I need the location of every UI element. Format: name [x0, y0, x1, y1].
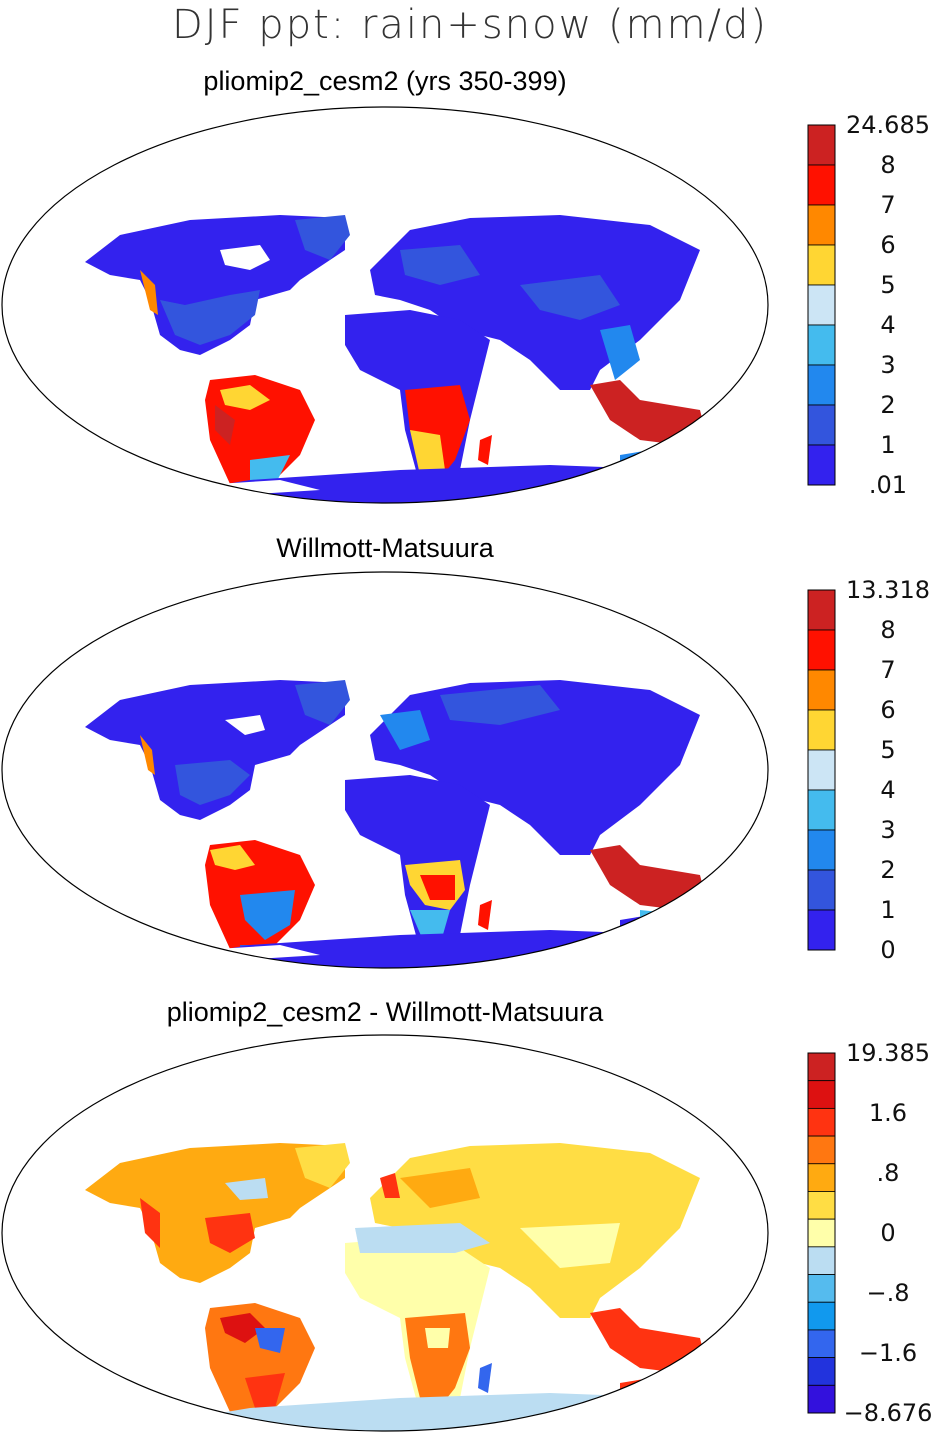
colorbar-swatch — [807, 909, 836, 951]
colorbar-swatch — [807, 749, 836, 791]
colorbar-label: 1 — [880, 896, 896, 924]
colorbar-swatch — [807, 589, 836, 631]
colorbar-swatch — [807, 829, 836, 871]
colorbar-label: 0 — [880, 1219, 896, 1247]
colorbar-label: 3 — [880, 351, 896, 379]
colorbar-label: −1.6 — [858, 1339, 918, 1367]
colorbar-swatch — [807, 1274, 836, 1303]
north-america-region — [85, 215, 345, 355]
colorbar-label: 24.685 — [846, 111, 930, 139]
colorbar-label: 1 — [880, 431, 896, 459]
colorbar-label: 2 — [880, 856, 896, 884]
south-america-region — [205, 375, 315, 503]
colorbar-label: 5 — [880, 736, 896, 764]
colorbar-swatch — [807, 164, 836, 206]
colorbar-label: 13.318 — [846, 576, 930, 604]
colorbar-swatch — [807, 444, 836, 486]
colorbar-swatch — [807, 364, 836, 406]
colorbar-swatch — [807, 1080, 836, 1109]
colorbar-swatch — [807, 1329, 836, 1359]
panel-1-title: pliomip2_cesm2 (yrs 350-399) — [203, 66, 567, 96]
colorbar-swatch — [807, 1107, 836, 1137]
colorbar-label: 1.6 — [868, 1099, 908, 1127]
colorbar-swatch — [807, 789, 836, 831]
colorbar-swatch — [807, 629, 836, 671]
colorbar-swatch — [807, 1246, 836, 1275]
colorbar-swatch — [807, 1384, 836, 1414]
colorbar-label: 8 — [880, 616, 896, 644]
colorbar-swatch — [807, 124, 836, 166]
colorbar-swatch — [807, 284, 836, 326]
colorbar-swatch — [807, 1191, 836, 1220]
colorbar-label: 6 — [880, 696, 896, 724]
colorbar-label: 19.385 — [846, 1039, 930, 1067]
colorbar-label: 4 — [880, 311, 896, 339]
colorbar-label: −8.676 — [843, 1399, 933, 1427]
colorbar-label: 4 — [880, 776, 896, 804]
colorbar-swatch — [807, 669, 836, 711]
colorbar-label: −.8 — [866, 1279, 910, 1307]
colorbar-swatch — [807, 1301, 836, 1331]
colorbar-label: 3 — [880, 816, 896, 844]
panel-2-colorbar — [807, 589, 836, 951]
colorbar-label: 7 — [880, 191, 896, 219]
panel-3-colorbar — [807, 1052, 836, 1414]
panel-2-map — [1, 571, 836, 969]
colorbar-swatch — [807, 869, 836, 911]
colorbar-label: .01 — [868, 471, 908, 499]
colorbar-swatch — [807, 204, 836, 246]
colorbar-swatch — [807, 1135, 836, 1165]
colorbar-swatch — [807, 244, 836, 286]
panel-2-title: Willmott-Matsuura — [276, 533, 494, 563]
colorbar-swatch — [807, 1357, 836, 1386]
panel-3-title: pliomip2_cesm2 - Willmott-Matsuura — [166, 997, 604, 1027]
colorbar-label: 8 — [880, 151, 896, 179]
colorbar-swatch — [807, 1052, 836, 1082]
colorbar-label: 7 — [880, 656, 896, 684]
colorbar-label: 5 — [880, 271, 896, 299]
main-title: DJF ppt: rain+snow (mm/d) — [171, 2, 768, 48]
colorbar-label: 2 — [880, 391, 896, 419]
panel-3-map — [1, 1034, 836, 1432]
australia-region — [620, 445, 700, 503]
colorbar-label: 6 — [880, 231, 896, 259]
colorbar-swatch — [807, 1163, 836, 1192]
panel-1-map — [1, 106, 836, 504]
panel-1-colorbar — [807, 124, 836, 486]
colorbar-swatch — [807, 404, 836, 446]
colorbar-label: 0 — [880, 936, 896, 964]
colorbar-swatch — [807, 1218, 836, 1248]
colorbar-swatch — [807, 324, 836, 366]
colorbar-label: .8 — [876, 1159, 900, 1187]
colorbar-swatch — [807, 709, 836, 751]
